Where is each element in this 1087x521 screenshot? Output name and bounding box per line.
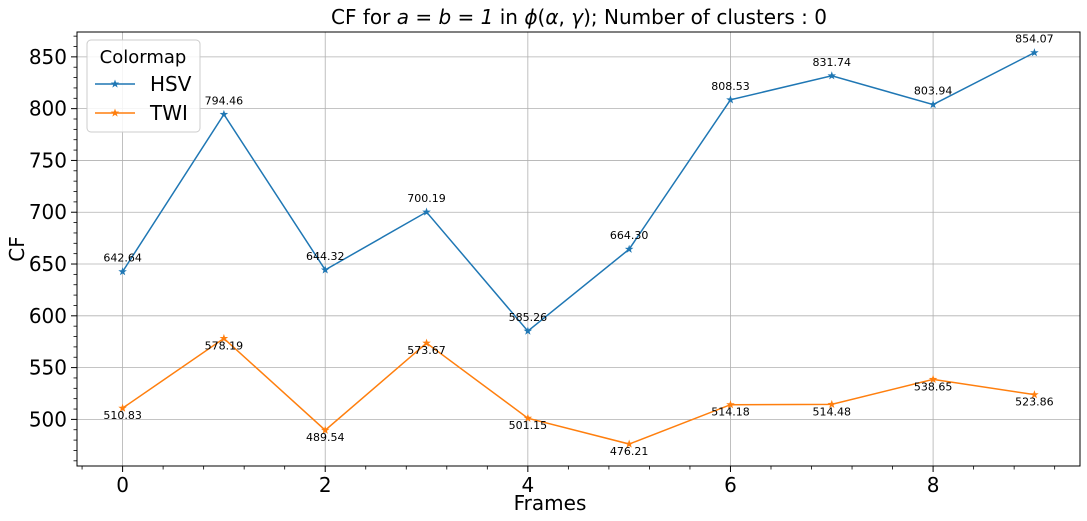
point-twi <box>118 403 127 412</box>
data-label-twi: 523.86 <box>1015 396 1054 409</box>
data-label-twi: 538.65 <box>914 380 953 393</box>
data-label-twi: 514.48 <box>813 405 852 418</box>
x-tick-label: 8 <box>927 473 940 497</box>
series-layer <box>118 48 1039 448</box>
data-label-hsv: 664.30 <box>610 229 649 242</box>
x-tick-label: 4 <box>521 473 534 497</box>
grid <box>77 32 1080 466</box>
data-label-hsv: 700.19 <box>407 192 446 205</box>
data-labels: 642.64 794.46 644.32 700.19 585.26 664.30 808.… <box>103 33 1053 458</box>
point-twi <box>624 439 634 448</box>
point-hsv <box>928 100 938 109</box>
data-label-hsv: 644.32 <box>306 250 345 263</box>
data-label-twi: 573.67 <box>407 344 446 357</box>
y-tick-label: 850 <box>29 45 67 69</box>
legend-box <box>86 39 201 133</box>
x-tick-label: 6 <box>724 473 737 497</box>
point-hsv <box>219 109 229 119</box>
minor-ticks <box>73 35 1056 470</box>
data-label-hsv: 585.26 <box>509 311 548 324</box>
data-label-hsv: 642.64 <box>103 252 142 265</box>
point-hsv <box>320 265 330 274</box>
legend-marker-hsv <box>110 79 120 88</box>
series-line-hsv <box>121 51 1035 333</box>
point-hsv <box>624 244 634 253</box>
y-axis: 500 550 600 650 700 750 800 850 <box>29 45 77 431</box>
x-axis-label: Frames <box>514 491 587 515</box>
data-label-twi: 514.18 <box>711 406 750 419</box>
legend: Colormap HSV TWI <box>86 39 201 133</box>
point-hsv <box>523 326 533 335</box>
y-axis-label: CF <box>5 236 29 261</box>
point-twi <box>928 374 938 383</box>
y-tick-label: 800 <box>29 97 67 121</box>
data-label-hsv: 831.74 <box>813 56 852 69</box>
legend-marker-twi <box>110 108 120 117</box>
y-tick-label: 750 <box>29 148 67 172</box>
point-hsv <box>422 207 431 216</box>
y-tick-label: 650 <box>29 252 67 276</box>
chart-title: CF for a = b = 1 in ϕ(α, γ); Number of c… <box>331 5 827 29</box>
point-hsv <box>827 71 837 80</box>
data-label-twi: 489.54 <box>306 431 345 444</box>
point-twi <box>1030 390 1039 399</box>
x-axis: 0 2 4 6 8 <box>116 466 939 497</box>
y-tick-label: 550 <box>29 356 67 380</box>
point-hsv <box>118 267 127 276</box>
series-line-twi <box>122 337 1035 445</box>
data-label-twi: 501.15 <box>509 419 548 432</box>
legend-label-twi: TWI <box>149 101 188 125</box>
point-twi <box>726 400 735 409</box>
data-label-hsv: 854.07 <box>1015 33 1054 46</box>
point-twi <box>422 338 431 347</box>
legend-title: Colormap <box>100 47 187 68</box>
data-label-hsv: 803.94 <box>914 85 953 98</box>
point-twi <box>219 333 229 343</box>
y-tick-label: 500 <box>29 407 67 431</box>
point-twi <box>827 399 837 409</box>
plot-frame <box>76 31 1081 467</box>
point-hsv <box>726 95 735 104</box>
data-label-twi: 578.19 <box>205 339 244 352</box>
point-twi <box>320 425 330 434</box>
y-tick-label: 700 <box>29 200 67 224</box>
data-label-hsv: 808.53 <box>711 80 750 93</box>
point-twi <box>523 413 533 422</box>
y-tick-label: 600 <box>29 304 67 328</box>
data-label-twi: 476.21 <box>610 445 649 458</box>
x-tick-label: 2 <box>319 473 332 497</box>
data-label-hsv: 794.46 <box>205 94 244 107</box>
x-tick-label: 0 <box>116 473 129 497</box>
data-label-twi: 510.83 <box>103 409 142 422</box>
legend-label-hsv: HSV <box>150 72 192 96</box>
point-hsv <box>1030 48 1039 57</box>
